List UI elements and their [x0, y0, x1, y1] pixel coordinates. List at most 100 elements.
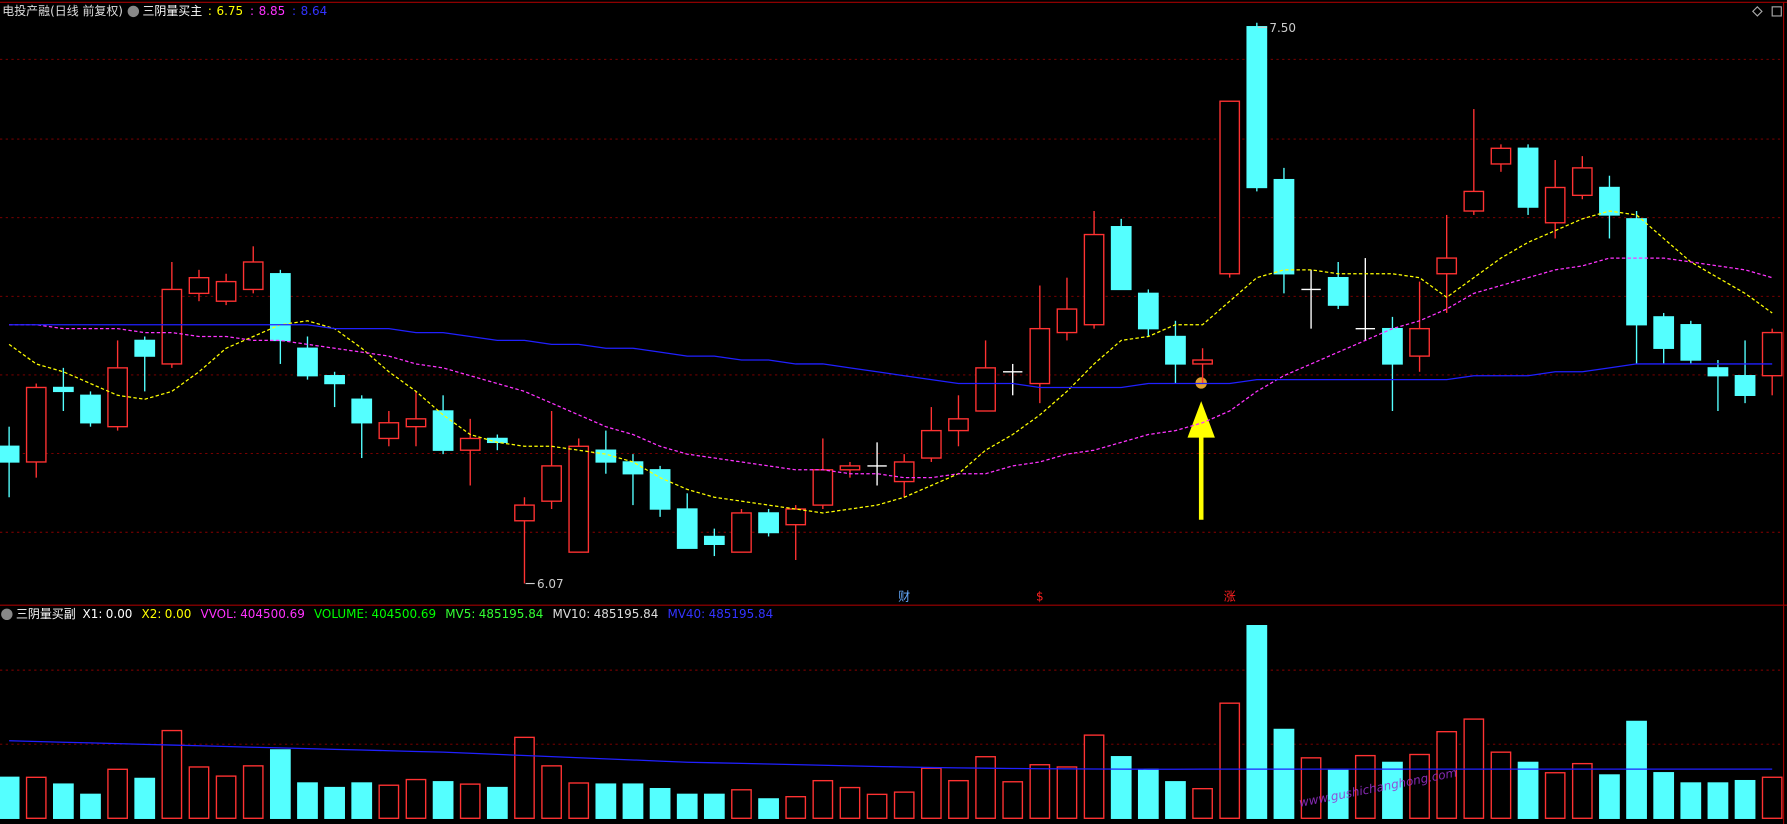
volume-bar: [405, 778, 427, 819]
legend-name: VOLUME:: [314, 607, 368, 621]
volume-bar: [1571, 762, 1593, 819]
arrow-head: [1187, 401, 1215, 438]
candle-body: [459, 437, 481, 451]
volume-bar: [622, 783, 644, 819]
legend-name: X2:: [142, 607, 162, 621]
volume-bar: [649, 787, 671, 819]
ma-line: [8, 210, 1773, 514]
icon-diamond[interactable]: [1752, 6, 1763, 17]
volume-bar: [731, 789, 752, 819]
candle-body: [25, 386, 47, 463]
candle-body: [541, 465, 562, 502]
legend-value: 485195.84: [709, 607, 774, 621]
candle-body: [1137, 292, 1159, 330]
candle-body: [1517, 147, 1539, 208]
volume-bar: [80, 793, 101, 819]
candle-body: [1599, 186, 1620, 216]
volume-bar: [0, 776, 20, 819]
volume-bar: [1382, 761, 1403, 819]
volume-bar: [866, 793, 888, 819]
candle-body: [731, 512, 752, 553]
extreme-label: 7.50: [1269, 21, 1296, 35]
icon-box[interactable]: [1771, 6, 1782, 17]
volume-bar: [1056, 766, 1078, 819]
legend-name: VVOL:: [201, 607, 237, 621]
candle-body: [568, 445, 590, 553]
toggle-icon[interactable]: [1, 608, 13, 620]
candle-body: [0, 445, 20, 463]
candle-body: [1544, 186, 1566, 224]
candle-body: [1382, 327, 1403, 365]
event-marker: 涨: [1224, 589, 1236, 604]
volume-bar: [1436, 730, 1458, 819]
volume-bar: [595, 783, 617, 819]
candle-body: [324, 375, 345, 385]
volume-bar: [1219, 702, 1241, 819]
volume-bar: [514, 736, 535, 819]
volume-bar: [1599, 774, 1620, 819]
volume-bar: [351, 782, 373, 819]
volume-bar: [785, 796, 807, 819]
candle-body: [1653, 316, 1675, 349]
candle-body: [649, 469, 671, 510]
candle-body: [432, 410, 454, 451]
legend-name: MV40:: [667, 607, 705, 621]
candle-body: [1463, 190, 1485, 212]
legend-value: 485195.84: [479, 607, 544, 621]
candle-body: [351, 398, 373, 424]
volume-bar: [676, 793, 698, 819]
volume-title: 三阴量买副: [16, 607, 76, 621]
candle-body: [1083, 233, 1105, 326]
legend-value: 404500.69: [371, 607, 436, 621]
candle-body: [215, 280, 237, 302]
candle-body: [378, 422, 400, 440]
stock-title: 电投产融(日线 前复权): [2, 3, 123, 18]
candle-body: [812, 469, 834, 506]
volume-bar: [1300, 757, 1322, 819]
candle-body: [893, 461, 915, 483]
candle-body: [1056, 308, 1078, 334]
volume-bar: [52, 783, 74, 819]
volume-bar: [324, 786, 345, 819]
legend-name: MV5:: [445, 607, 475, 621]
volume-bar: [215, 775, 237, 819]
volume-bar: [703, 793, 725, 819]
candle-body: [1571, 167, 1593, 197]
extreme-label: 6.07: [537, 577, 564, 591]
indicator-value: 8.85: [259, 4, 286, 18]
candle-body: [948, 418, 969, 432]
candle-body: [1626, 218, 1647, 326]
volume-bar: [161, 729, 183, 819]
legend-value: 0.00: [106, 607, 133, 621]
volume-bar: [1246, 625, 1268, 819]
volume-bar: [297, 782, 318, 819]
volume-bar: [1680, 782, 1702, 819]
volume-bar: [1327, 769, 1349, 819]
sub-header: 三阴量买副: [1, 607, 76, 621]
volume-bar: [975, 756, 996, 819]
volume-bar: [812, 779, 834, 819]
event-marker: 财: [898, 590, 910, 604]
separator: :: [292, 4, 296, 18]
ma-line: [9, 257, 1773, 479]
volume-bar: [839, 786, 861, 819]
volume-bar: [486, 786, 508, 819]
toggle-icon[interactable]: [127, 5, 140, 18]
candle-body: [1680, 324, 1702, 361]
legend-name: MV10:: [553, 607, 591, 621]
candle-body: [839, 465, 861, 471]
candle-body: [975, 367, 996, 412]
candle-body: [1246, 26, 1268, 189]
volume-ma-line: [9, 740, 1773, 770]
volume-bar: [1626, 720, 1647, 819]
candle-body: [405, 418, 427, 428]
candle-body: [1761, 331, 1783, 377]
volume-bar: [1761, 776, 1783, 819]
indicator-name: 三阴量买主: [142, 4, 202, 18]
volume-bar: [134, 777, 156, 819]
volume-bar: [1165, 781, 1186, 819]
indicator-value: 6.75: [217, 4, 244, 18]
